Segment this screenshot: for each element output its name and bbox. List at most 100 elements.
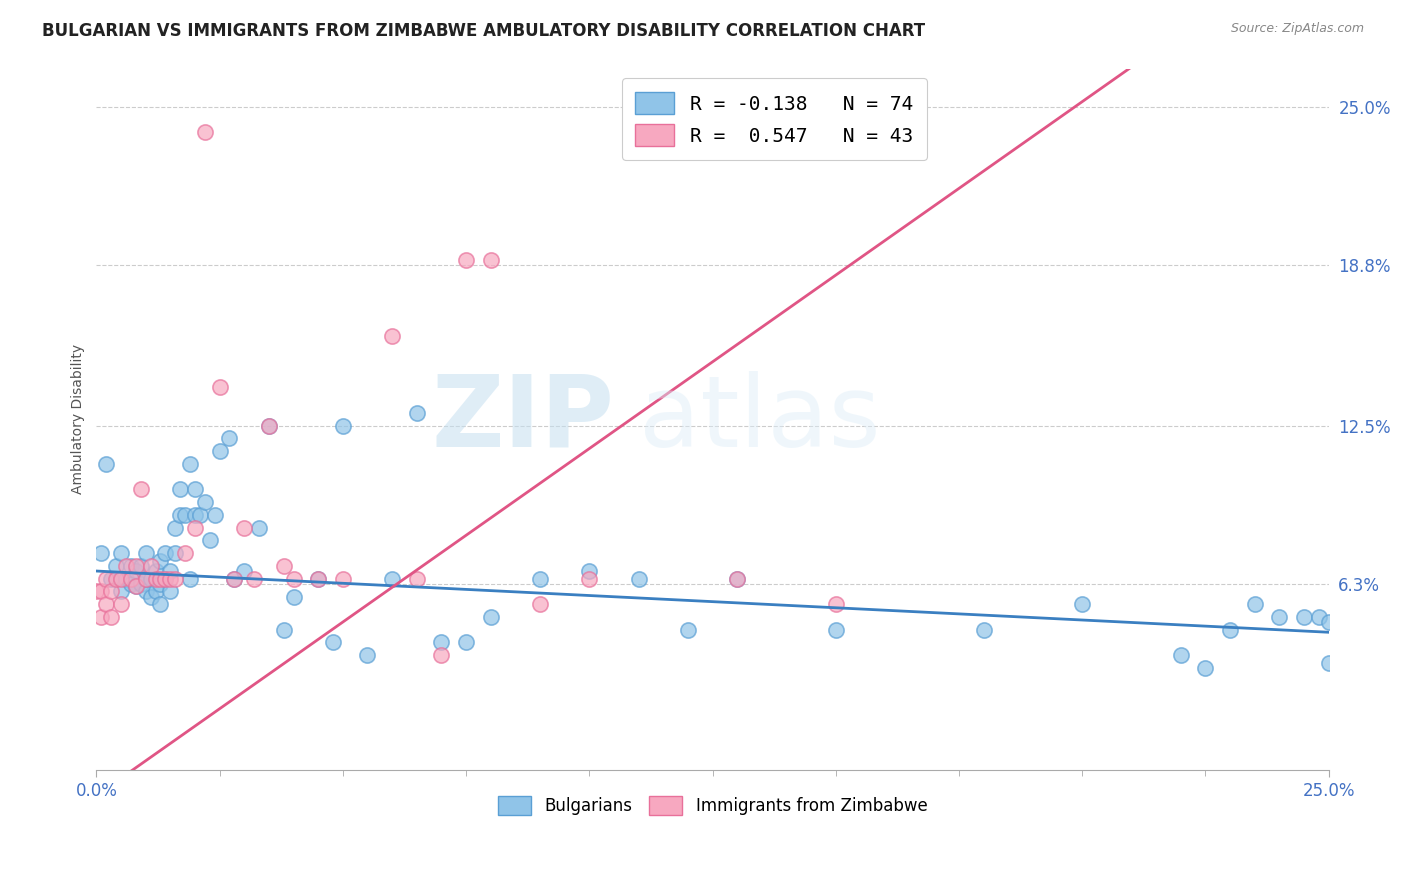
Point — [405, 406, 427, 420]
Point — [100, 572, 122, 586]
Point — [1308, 610, 1330, 624]
Point — [165, 546, 187, 560]
Point — [90, 546, 112, 560]
Point — [125, 558, 148, 573]
Point — [129, 483, 152, 497]
Point — [139, 590, 162, 604]
Point — [824, 623, 846, 637]
Point — [105, 572, 128, 586]
Point — [233, 521, 256, 535]
Point — [139, 572, 162, 586]
Point — [159, 564, 181, 578]
Point — [115, 558, 138, 573]
Point — [381, 572, 404, 586]
Point — [120, 572, 142, 586]
Point — [145, 572, 167, 586]
Point — [90, 584, 112, 599]
Point — [159, 584, 181, 599]
Point — [125, 579, 148, 593]
Point — [824, 597, 846, 611]
Point — [110, 572, 132, 586]
Point — [155, 572, 177, 586]
Point — [135, 572, 157, 586]
Point — [96, 597, 118, 611]
Point — [405, 572, 427, 586]
Point — [155, 572, 177, 586]
Point — [307, 572, 329, 586]
Point — [169, 483, 191, 497]
Point — [332, 572, 354, 586]
Point — [1170, 648, 1192, 663]
Point — [110, 597, 132, 611]
Point — [1219, 623, 1241, 637]
Point — [149, 572, 172, 586]
Point — [120, 558, 142, 573]
Point — [149, 576, 172, 591]
Point — [233, 564, 256, 578]
Point — [159, 572, 181, 586]
Point — [257, 418, 280, 433]
Point — [627, 572, 650, 586]
Point — [725, 572, 748, 586]
Point — [184, 521, 207, 535]
Point — [169, 508, 191, 522]
Point — [194, 125, 217, 139]
Point — [149, 597, 172, 611]
Point — [224, 572, 246, 586]
Text: ZIP: ZIP — [432, 371, 614, 467]
Point — [184, 508, 207, 522]
Point — [454, 635, 477, 649]
Point — [194, 495, 217, 509]
Point — [86, 584, 108, 599]
Point — [110, 584, 132, 599]
Point — [174, 546, 197, 560]
Point — [115, 572, 138, 586]
Point — [283, 572, 305, 586]
Point — [96, 457, 118, 471]
Point — [1317, 656, 1340, 670]
Point — [120, 576, 142, 591]
Text: atlas: atlas — [638, 371, 880, 467]
Y-axis label: Ambulatory Disability: Ambulatory Disability — [72, 344, 86, 494]
Point — [1071, 597, 1094, 611]
Point — [273, 623, 295, 637]
Point — [179, 572, 201, 586]
Point — [90, 610, 112, 624]
Point — [1292, 610, 1315, 624]
Point — [135, 584, 157, 599]
Point — [273, 558, 295, 573]
Point — [155, 546, 177, 560]
Point — [174, 508, 197, 522]
Point — [135, 572, 157, 586]
Point — [676, 623, 699, 637]
Point — [149, 554, 172, 568]
Point — [204, 508, 226, 522]
Point — [578, 564, 600, 578]
Point — [165, 521, 187, 535]
Point — [188, 508, 211, 522]
Point — [257, 418, 280, 433]
Point — [145, 564, 167, 578]
Point — [973, 623, 995, 637]
Point — [105, 558, 128, 573]
Point — [725, 572, 748, 586]
Point — [381, 329, 404, 343]
Point — [529, 597, 551, 611]
Point — [179, 457, 201, 471]
Point — [430, 648, 453, 663]
Point — [307, 572, 329, 586]
Text: BULGARIAN VS IMMIGRANTS FROM ZIMBABWE AMBULATORY DISABILITY CORRELATION CHART: BULGARIAN VS IMMIGRANTS FROM ZIMBABWE AM… — [42, 22, 925, 40]
Point — [100, 584, 122, 599]
Point — [479, 610, 502, 624]
Point — [479, 252, 502, 267]
Point — [529, 572, 551, 586]
Point — [208, 444, 231, 458]
Point — [165, 572, 187, 586]
Point — [283, 590, 305, 604]
Point — [125, 564, 148, 578]
Point — [208, 380, 231, 394]
Point — [218, 431, 240, 445]
Text: Source: ZipAtlas.com: Source: ZipAtlas.com — [1230, 22, 1364, 36]
Legend: Bulgarians, Immigrants from Zimbabwe: Bulgarians, Immigrants from Zimbabwe — [488, 786, 938, 825]
Point — [129, 558, 152, 573]
